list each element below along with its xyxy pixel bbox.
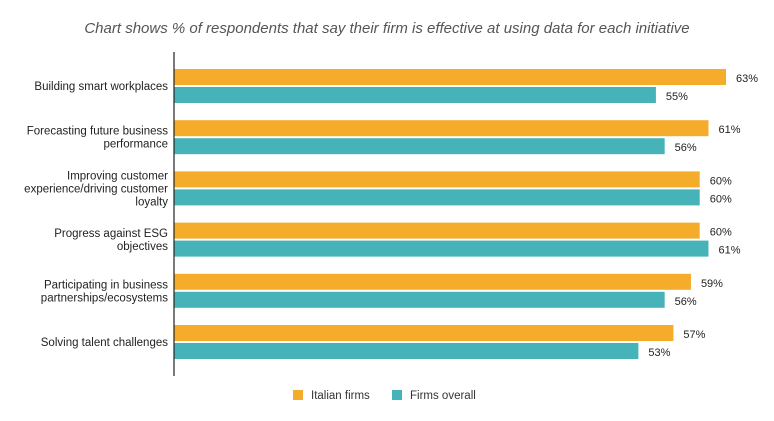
data-label-overall-3: 61% [718, 245, 740, 257]
legend-swatch-overall [392, 390, 402, 400]
category-label-3: Progress against ESG objectives [54, 228, 168, 253]
category-label-1: Forecasting future business performance [27, 126, 169, 151]
data-label-italian-4: 59% [701, 278, 723, 290]
category-label-2: Improving customer experience/driving cus… [24, 170, 168, 208]
category-label-0: Building smart workplaces [34, 81, 168, 93]
bar-overall-0 [174, 87, 656, 103]
data-label-overall-5: 53% [648, 347, 670, 359]
bar-overall-4 [174, 291, 665, 308]
data-label-overall-0: 55% [666, 91, 688, 103]
data-label-italian-3: 60% [710, 227, 732, 239]
bar-overall-1 [174, 138, 665, 155]
bar-italian-3 [174, 222, 700, 239]
category-label-5: Solving talent challenges [41, 337, 168, 349]
data-label-italian-2: 60% [710, 175, 732, 187]
data-label-italian-0: 63% [736, 73, 758, 85]
legend-label-italian: Italian firms [311, 390, 370, 402]
bar-overall-2 [174, 189, 700, 206]
bar-overall-5 [174, 343, 639, 359]
data-label-italian-1: 61% [718, 124, 740, 136]
chart-title: Chart shows % of respondents that say th… [84, 20, 689, 37]
bar-italian-5 [174, 325, 674, 341]
bar-italian-0 [174, 69, 726, 85]
bar-italian-4 [174, 273, 691, 290]
data-label-overall-4: 56% [675, 296, 697, 308]
legend-swatch-italian [293, 390, 303, 400]
bar-overall-3 [174, 240, 709, 257]
legend: Italian firms Firms overall [293, 390, 476, 402]
legend-label-overall: Firms overall [410, 390, 476, 402]
bar-italian-2 [174, 171, 700, 188]
bars-group [174, 69, 726, 359]
data-label-overall-2: 60% [710, 193, 732, 205]
data-label-italian-5: 57% [683, 329, 705, 341]
data-label-overall-1: 56% [675, 142, 697, 154]
data-labels: 63% 55% 61% 56% 60% 60% 60% 61% 59% 56% 57% 53% [648, 73, 758, 359]
bar-italian-1 [174, 120, 709, 137]
category-label-4: Participating in business partnerships/ec… [41, 279, 168, 304]
category-labels: Building smart workplaces Forecasting fut… [24, 81, 168, 349]
